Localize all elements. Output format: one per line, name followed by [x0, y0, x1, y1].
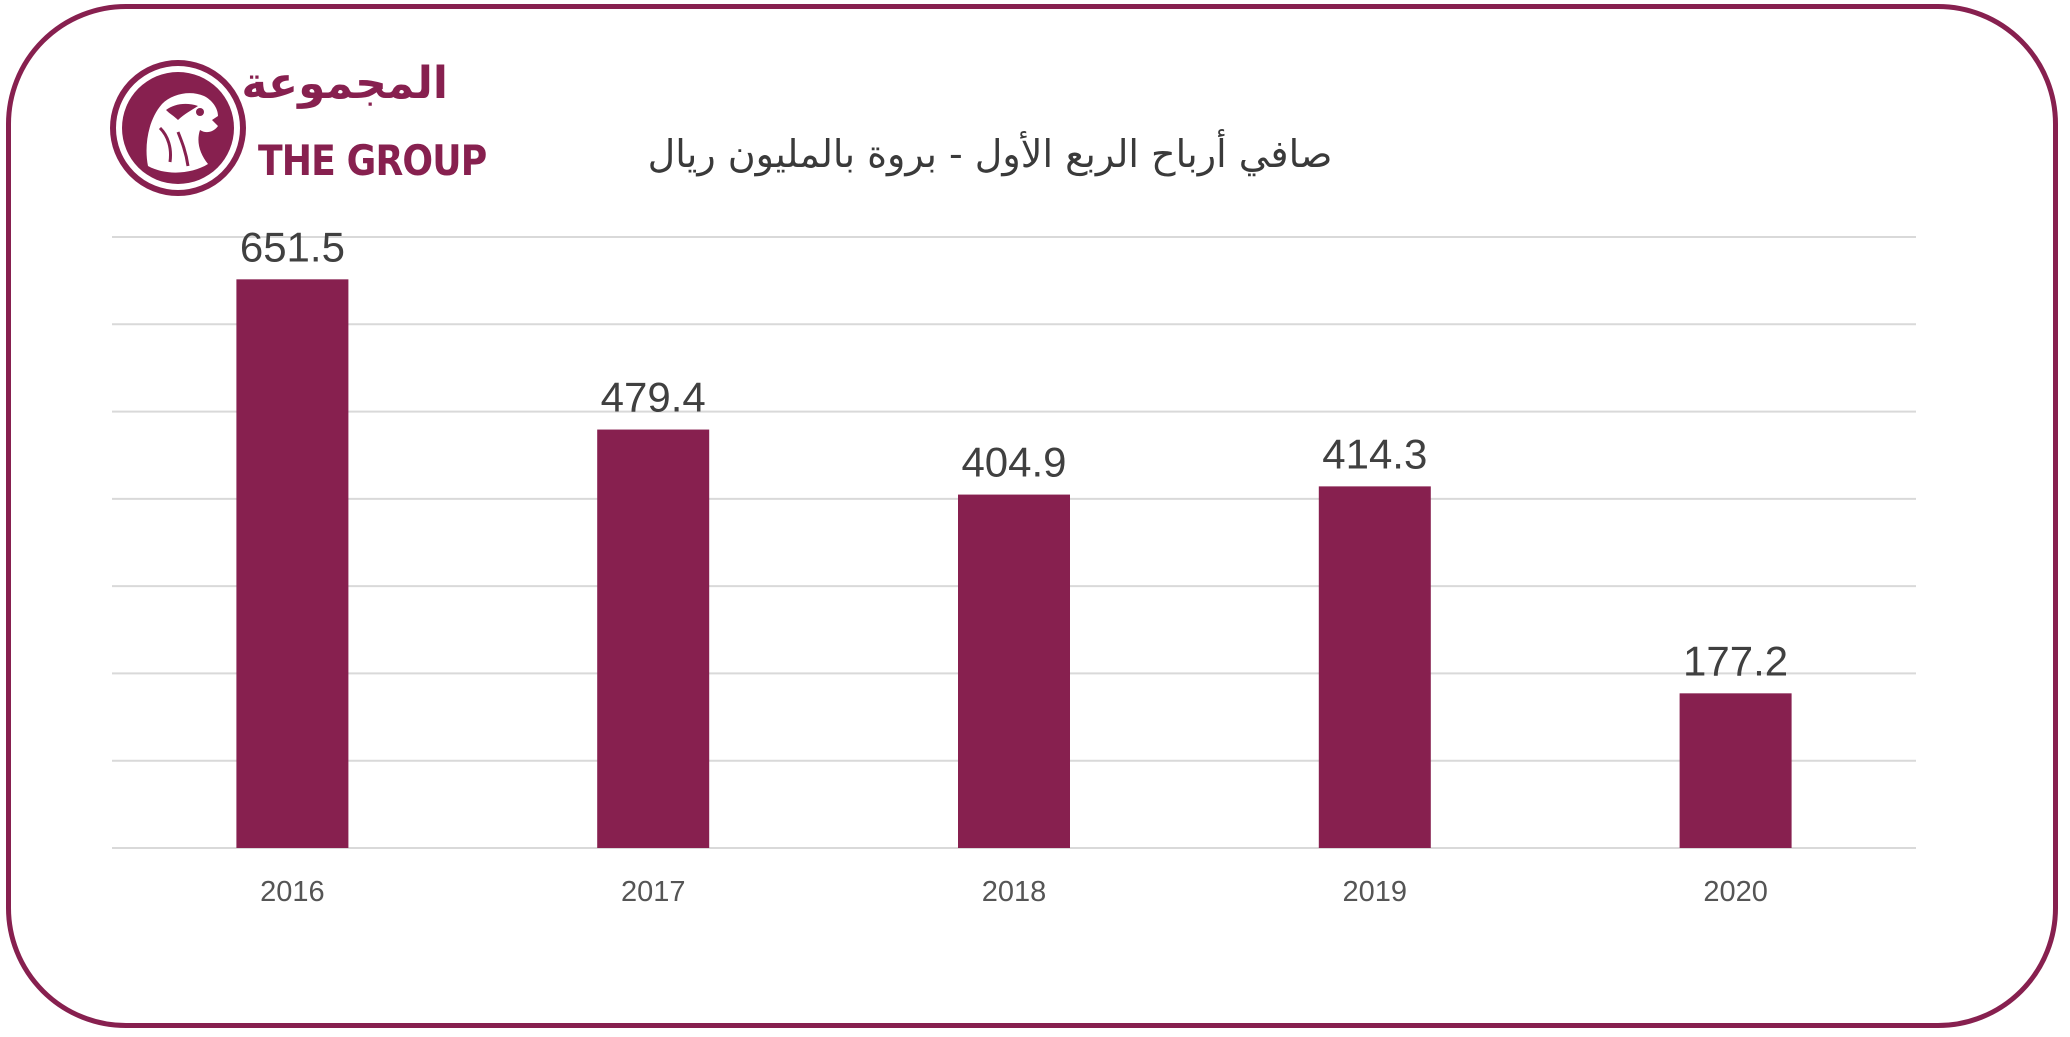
x-tick-label-2019: 2019	[1343, 876, 1408, 908]
x-axis-tick-labels: 2016 2017 2018 2019 2020	[260, 876, 1768, 908]
bar-2017	[597, 429, 710, 848]
bar-2018	[958, 494, 1070, 848]
x-tick-label-2020: 2020	[1703, 876, 1768, 908]
bars	[236, 279, 1792, 848]
the-group-logo: المجموعة THE GROUP	[108, 58, 487, 203]
data-label-2016: 651.5	[240, 223, 345, 270]
falcon-emblem-icon	[110, 60, 246, 196]
x-tick-label-2016: 2016	[260, 876, 325, 908]
bar-2019	[1318, 486, 1431, 848]
logo-arabic-text: المجموعة	[241, 58, 448, 109]
data-label-2018: 404.9	[961, 439, 1066, 486]
data-label-2020: 177.2	[1683, 637, 1788, 684]
data-label-2019: 414.3	[1322, 430, 1427, 477]
data-labels: 651.5 479.4 404.9 414.3 177.2	[240, 223, 1788, 684]
x-tick-label-2018: 2018	[982, 876, 1047, 908]
bar-2020	[1679, 693, 1792, 848]
chart-title: صافي أرباح الربع الأول - بروة بالمليون ر…	[647, 132, 1333, 176]
data-label-2017: 479.4	[601, 374, 706, 421]
bar-2016	[236, 279, 349, 848]
x-tick-label-2017: 2017	[621, 876, 686, 908]
